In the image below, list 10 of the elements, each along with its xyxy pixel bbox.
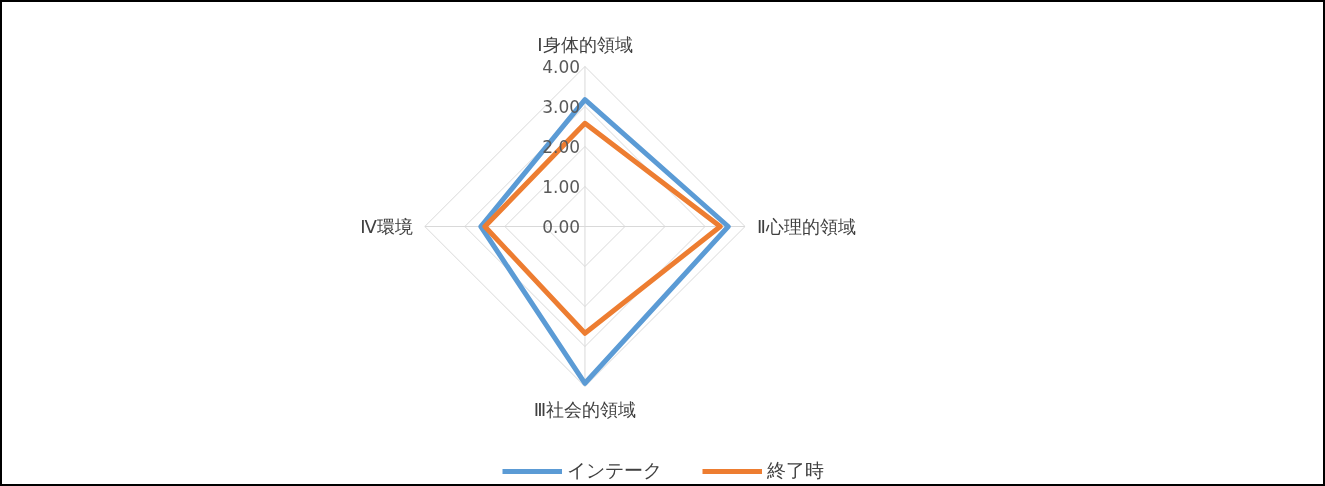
- y-tick-label: 1.00: [542, 177, 581, 197]
- spoke-label: Ⅲ社会的領域: [533, 398, 637, 420]
- spoke-label: Ⅱ心理的領域: [757, 216, 856, 237]
- legend-label: インテーク: [566, 458, 662, 483]
- y-tick-label: 4.00: [542, 57, 581, 77]
- legend-label: 終了時: [766, 458, 824, 483]
- y-tick-label: 0.00: [542, 217, 581, 237]
- y-tick-label: 3.00: [542, 97, 581, 117]
- spoke-label: Ⅳ環境: [360, 216, 413, 237]
- spoke-label: Ⅰ身体的領域: [537, 33, 633, 55]
